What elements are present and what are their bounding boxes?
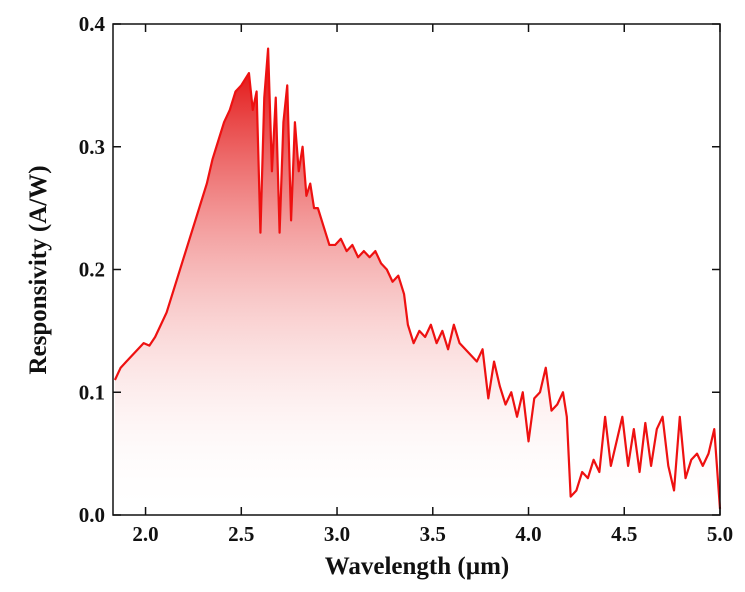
y-tick-label: 0.1	[79, 380, 105, 404]
x-tick-label: 2.0	[132, 522, 158, 546]
data-line	[113, 47, 722, 509]
y-tick-label: 0.2	[79, 258, 105, 282]
x-tick-label: 4.5	[611, 522, 637, 546]
x-tick-label: 3.0	[324, 522, 350, 546]
area-fill	[114, 48, 720, 516]
y-tick-label: 0.0	[79, 503, 105, 527]
x-axis-title: Wavelength (µm)	[325, 553, 510, 580]
y-tick-label: 0.4	[79, 12, 106, 36]
x-tick-label: 2.5	[228, 522, 254, 546]
y-tick-label: 0.3	[79, 135, 105, 159]
x-tick-label: 4.0	[515, 522, 541, 546]
y-axis-title: Responsivity (A/W)	[25, 165, 52, 374]
x-tick-label: 3.5	[420, 522, 446, 546]
x-tick-label: 5.0	[707, 522, 733, 546]
